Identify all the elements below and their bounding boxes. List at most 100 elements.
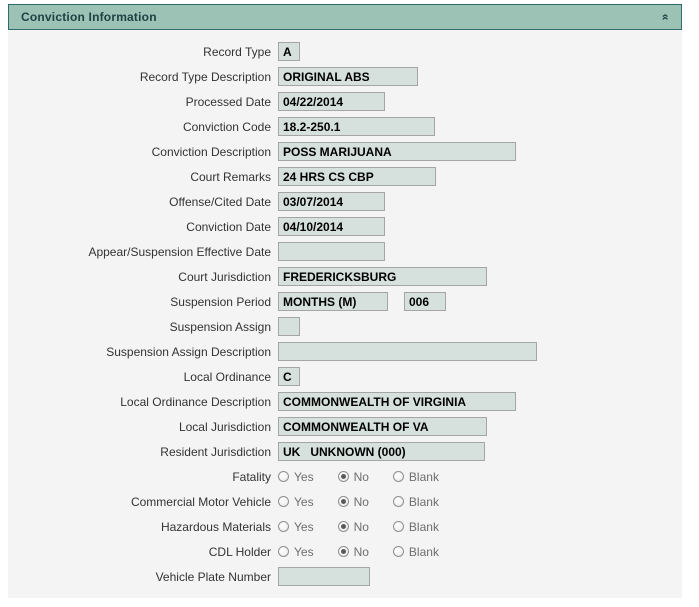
- panel-title: Conviction Information: [21, 10, 157, 24]
- commercial-motor-vehicle-radio-blank[interactable]: Blank: [392, 494, 439, 509]
- field-boxes: [278, 442, 485, 461]
- local-ordinance-input[interactable]: [278, 367, 300, 386]
- cdl-holder-radio-group: Yes No Blank: [278, 545, 463, 559]
- field-row-record-type: Record Type: [8, 39, 682, 64]
- cdl-holder-radio-yes[interactable]: Yes: [278, 545, 314, 559]
- field-label: Hazardous Materials: [160, 519, 271, 534]
- field-boxes: [278, 267, 487, 286]
- radio-icon: [278, 521, 289, 532]
- resident-jurisdiction-input[interactable]: [278, 442, 485, 461]
- commercial-motor-vehicle-radio-yes[interactable]: Yes: [278, 495, 314, 509]
- field-row-suspension-period: Suspension Period: [8, 289, 682, 314]
- hazardous-materials-radio-no[interactable]: No: [337, 519, 369, 534]
- commercial-motor-vehicle-radio-group: Yes No Blank: [278, 495, 463, 509]
- record-type-input[interactable]: [278, 42, 300, 61]
- fatality-radio-blank[interactable]: Blank: [392, 470, 439, 484]
- suspension-assign-input[interactable]: [278, 317, 300, 336]
- radio-icon: [278, 496, 289, 507]
- field-boxes: [278, 142, 516, 161]
- fatality-radio-yes[interactable]: Yes: [278, 470, 314, 484]
- field-row-resident-jurisdiction: Resident Jurisdiction: [8, 439, 682, 464]
- field-label: Conviction Date: [186, 219, 271, 234]
- field-row-offense-cited-date: Offense/Cited Date: [8, 189, 682, 214]
- processed-date-input[interactable]: [278, 92, 385, 111]
- field-label: Processed Date: [185, 94, 271, 109]
- fatality-radio-no[interactable]: No: [337, 469, 369, 484]
- field-boxes: [278, 42, 300, 61]
- field-row-record-type-description: Record Type Description: [8, 64, 682, 89]
- radio-label: Blank: [408, 519, 439, 534]
- field-label: Conviction Description: [151, 144, 271, 159]
- hazardous-materials-radio-blank[interactable]: Blank: [392, 519, 439, 534]
- field-boxes: [278, 317, 300, 336]
- field-boxes: [278, 192, 385, 211]
- field-row-local-jurisdiction: Local Jurisdiction: [8, 414, 682, 439]
- field-boxes: [278, 117, 435, 136]
- field-label: Commercial Motor Vehicle: [130, 494, 271, 509]
- field-label: Conviction Code: [182, 119, 271, 134]
- radio-icon: [278, 546, 289, 557]
- panel-body: Record Type Record Type Description Proces…: [8, 30, 682, 598]
- chevron-double-up-icon: »: [657, 13, 671, 21]
- field-boxes: [278, 292, 446, 311]
- radio-icon: [337, 471, 349, 482]
- field-boxes: [278, 217, 385, 236]
- field-label: Resident Jurisdiction: [160, 444, 271, 459]
- suspension-period-value-input[interactable]: [404, 292, 446, 311]
- radio-label: No: [353, 494, 369, 509]
- suspension-assign-description-input[interactable]: [278, 342, 537, 361]
- hazardous-materials-radio-group: Yes No Blank: [278, 520, 463, 534]
- radio-label: Yes: [294, 494, 314, 509]
- local-jurisdiction-input[interactable]: [278, 417, 487, 436]
- court-remarks-input[interactable]: [278, 167, 436, 186]
- conviction-code-input[interactable]: [278, 117, 435, 136]
- field-label: Record Type: [203, 44, 271, 59]
- vehicle-plate-number-input[interactable]: [278, 567, 370, 586]
- field-label: Suspension Assign: [169, 319, 271, 334]
- field-row-conviction-code: Conviction Code: [8, 114, 682, 139]
- radio-label: Yes: [294, 519, 314, 534]
- field-row-suspension-assign-description: Suspension Assign Description: [8, 339, 682, 364]
- radio-label: Blank: [408, 544, 439, 559]
- record-type-description-input[interactable]: [278, 67, 418, 86]
- conviction-description-input[interactable]: [278, 142, 516, 161]
- field-label: Court Jurisdiction: [178, 269, 271, 284]
- radio-label: Blank: [408, 494, 439, 509]
- court-jurisdiction-input[interactable]: [278, 267, 487, 286]
- cdl-holder-radio-no[interactable]: No: [337, 544, 369, 559]
- appear-suspension-effective-date-input[interactable]: [278, 242, 385, 261]
- radio-label: No: [353, 469, 369, 484]
- hazardous-materials-radio-yes[interactable]: Yes: [278, 520, 314, 534]
- field-row-court-remarks: Court Remarks: [8, 164, 682, 189]
- field-label: Court Remarks: [190, 169, 271, 184]
- radio-icon: [278, 471, 289, 482]
- field-row-suspension-assign: Suspension Assign: [8, 314, 682, 339]
- conviction-date-input[interactable]: [278, 217, 385, 236]
- panel-header: Conviction Information »: [8, 4, 682, 30]
- conviction-information-panel: Conviction Information » Record TypeReco…: [8, 4, 682, 598]
- suspension-period-input[interactable]: [278, 292, 388, 311]
- field-row-processed-date: Processed Date: [8, 89, 682, 114]
- field-boxes: [278, 342, 537, 361]
- offense-cited-date-input[interactable]: [278, 192, 385, 211]
- field-boxes: [278, 242, 385, 261]
- radio-icon: [392, 546, 404, 557]
- field-row-conviction-description: Conviction Description: [8, 139, 682, 164]
- field-label: Vehicle Plate Number: [155, 569, 271, 584]
- field-label: Local Ordinance: [183, 369, 271, 384]
- radio-label: No: [353, 544, 369, 559]
- local-ordinance-description-input[interactable]: [278, 392, 516, 411]
- radio-icon: [392, 521, 404, 532]
- collapse-button[interactable]: »: [657, 10, 671, 24]
- radio-label: No: [353, 519, 369, 534]
- cdl-holder-radio-blank[interactable]: Blank: [392, 544, 439, 559]
- field-row-cdl-holder: CDL Holder Yes No Blank: [8, 539, 682, 564]
- field-row-local-ordinance-description: Local Ordinance Description: [8, 389, 682, 414]
- field-label: Suspension Period: [170, 294, 271, 309]
- field-row-fatality: Fatality Yes No Blank: [8, 464, 682, 489]
- radio-icon: [337, 546, 349, 557]
- field-label: Suspension Assign Description: [106, 344, 271, 359]
- commercial-motor-vehicle-radio-no[interactable]: No: [337, 494, 369, 509]
- field-label: Local Ordinance Description: [120, 394, 271, 409]
- field-label: Appear/Suspension Effective Date: [88, 244, 271, 259]
